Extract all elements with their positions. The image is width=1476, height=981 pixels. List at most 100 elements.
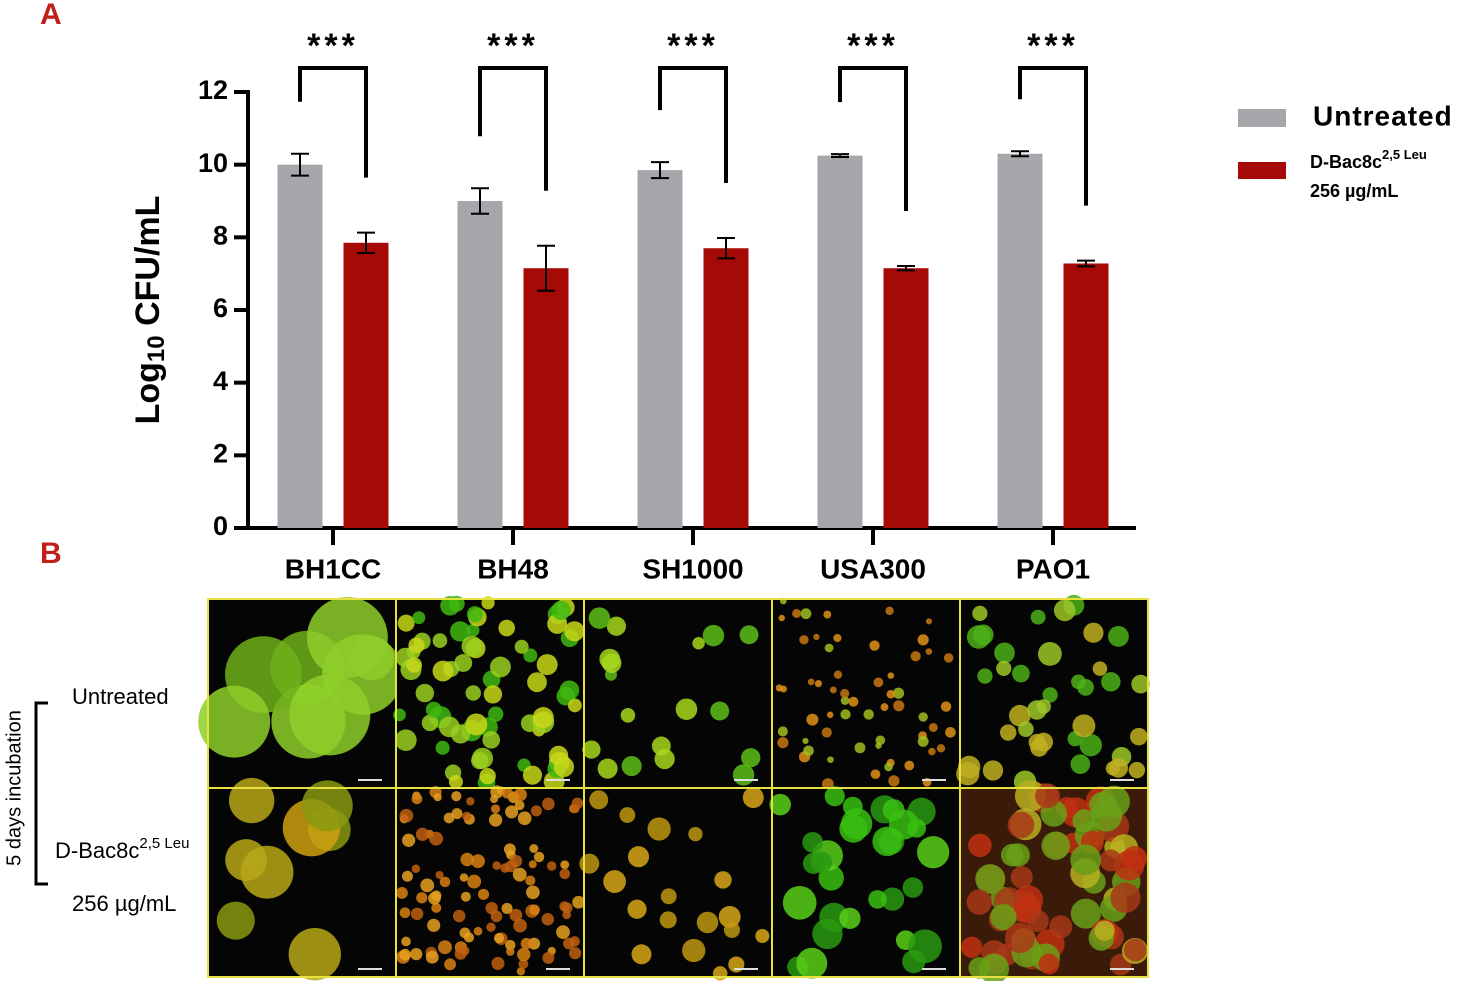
biofilm-cluster	[840, 688, 850, 698]
biofilm-cluster	[288, 928, 341, 981]
error-bar	[1011, 150, 1029, 158]
micrograph	[393, 595, 585, 792]
row-label: Untreated	[72, 684, 169, 709]
biofilm-cluster	[509, 854, 523, 868]
error-bar	[1077, 259, 1095, 268]
row-label-text: D-Bac8c	[55, 838, 139, 863]
error-bar	[831, 153, 849, 159]
biofilm-cluster	[739, 625, 759, 645]
biofilm-cluster	[551, 600, 571, 621]
y-tick-label: 12	[198, 75, 228, 105]
biofilm-cluster	[490, 656, 511, 678]
biofilm-cluster	[520, 937, 533, 950]
micrograph	[956, 594, 1150, 793]
biofilm-cluster	[880, 887, 905, 911]
biofilm-cluster	[406, 657, 422, 673]
biofilm-cluster	[659, 911, 677, 929]
biofilm-cluster	[868, 890, 887, 909]
biofilm-cluster	[452, 909, 466, 923]
biofilm-cluster	[432, 633, 448, 648]
biofilm-cluster	[869, 640, 880, 651]
significance-bracket	[1018, 66, 1088, 206]
biofilm-cluster	[854, 742, 866, 754]
biofilm-cluster	[702, 624, 725, 647]
biofilm-cluster	[408, 637, 425, 654]
biofilm-cluster	[1036, 699, 1051, 714]
biofilm-cluster	[564, 621, 585, 642]
biofilm-cluster	[399, 907, 411, 919]
biofilm-cluster	[824, 643, 834, 653]
biofilm-cluster	[1083, 622, 1104, 643]
biofilm-cluster	[802, 737, 809, 745]
biofilm-cluster	[823, 610, 832, 619]
biofilm-cluster	[513, 918, 527, 933]
biofilm-cluster	[473, 926, 483, 936]
y-tick-label: 6	[213, 293, 228, 323]
biofilm-cluster	[466, 606, 483, 623]
biofilm-cluster	[412, 611, 426, 625]
biofilm-cluster	[621, 755, 642, 777]
biofilm-cluster	[483, 685, 503, 704]
legend-swatch	[1238, 162, 1286, 179]
biofilm-cluster	[977, 668, 993, 684]
biofilm-cluster	[968, 833, 992, 858]
biofilm-cluster	[917, 735, 929, 747]
biofilm-cluster	[800, 608, 812, 620]
error-bar	[291, 152, 309, 177]
biofilm-cluster	[732, 764, 755, 786]
biofilm-cluster	[606, 616, 626, 636]
biofilm-cluster	[563, 937, 575, 950]
legend-swatch	[1238, 109, 1286, 127]
biofilm-cluster	[301, 780, 353, 832]
bar	[1063, 263, 1109, 528]
biofilm-cluster	[471, 751, 489, 770]
biofilm-cluster	[401, 870, 413, 882]
biofilm-cluster	[517, 811, 532, 826]
biofilm-cluster	[589, 790, 609, 810]
biofilm-cluster	[529, 844, 539, 853]
biofilm-cluster	[1110, 882, 1141, 913]
biofilm-cluster	[465, 685, 481, 701]
x-tick-label: SH1000	[642, 553, 743, 584]
biofilm-cluster	[420, 878, 435, 893]
biofilm-cluster	[1042, 687, 1058, 703]
biofilm-cluster	[411, 864, 421, 874]
micrograph	[959, 780, 1149, 981]
biofilm-cluster	[814, 680, 823, 688]
biofilm-cluster	[411, 793, 423, 805]
biofilm-cluster	[875, 742, 882, 749]
biofilm-cluster	[415, 683, 435, 703]
biofilm-cluster	[572, 895, 586, 909]
biofilm-cluster	[527, 672, 547, 693]
biofilm-cluster	[451, 808, 463, 820]
biofilm-cluster	[1070, 844, 1102, 876]
biofilm-cluster	[509, 908, 523, 922]
biofilm-cluster	[465, 713, 488, 736]
biofilm-cluster	[925, 648, 933, 655]
micrograph-grid	[198, 594, 1150, 981]
biofilm-cluster	[627, 846, 650, 868]
biofilm-cluster	[910, 651, 921, 662]
biofilm-cluster	[410, 907, 424, 921]
micrograph	[582, 598, 773, 789]
biofilm-cluster	[1037, 642, 1062, 666]
biofilm-cluster	[833, 633, 842, 643]
bar	[277, 164, 323, 528]
biofilm-cluster	[710, 701, 730, 721]
biofilm-cluster	[530, 805, 542, 817]
micrograph	[771, 597, 961, 791]
biofilm-cluster	[870, 769, 881, 780]
biofilm-cluster	[1129, 727, 1148, 746]
biofilm-cluster	[415, 827, 430, 841]
biofilm-cluster	[780, 685, 787, 693]
biofilm-cluster	[647, 817, 671, 841]
biofilm-cluster	[782, 885, 817, 920]
micrograph	[395, 785, 586, 978]
biofilm-cluster	[902, 877, 924, 898]
biofilm-cluster	[597, 758, 618, 779]
biofilm-cluster	[561, 902, 573, 914]
legend-label: Untreated	[1313, 100, 1453, 131]
biofilm-cluster	[443, 812, 455, 824]
biofilm-cluster	[975, 864, 1006, 894]
